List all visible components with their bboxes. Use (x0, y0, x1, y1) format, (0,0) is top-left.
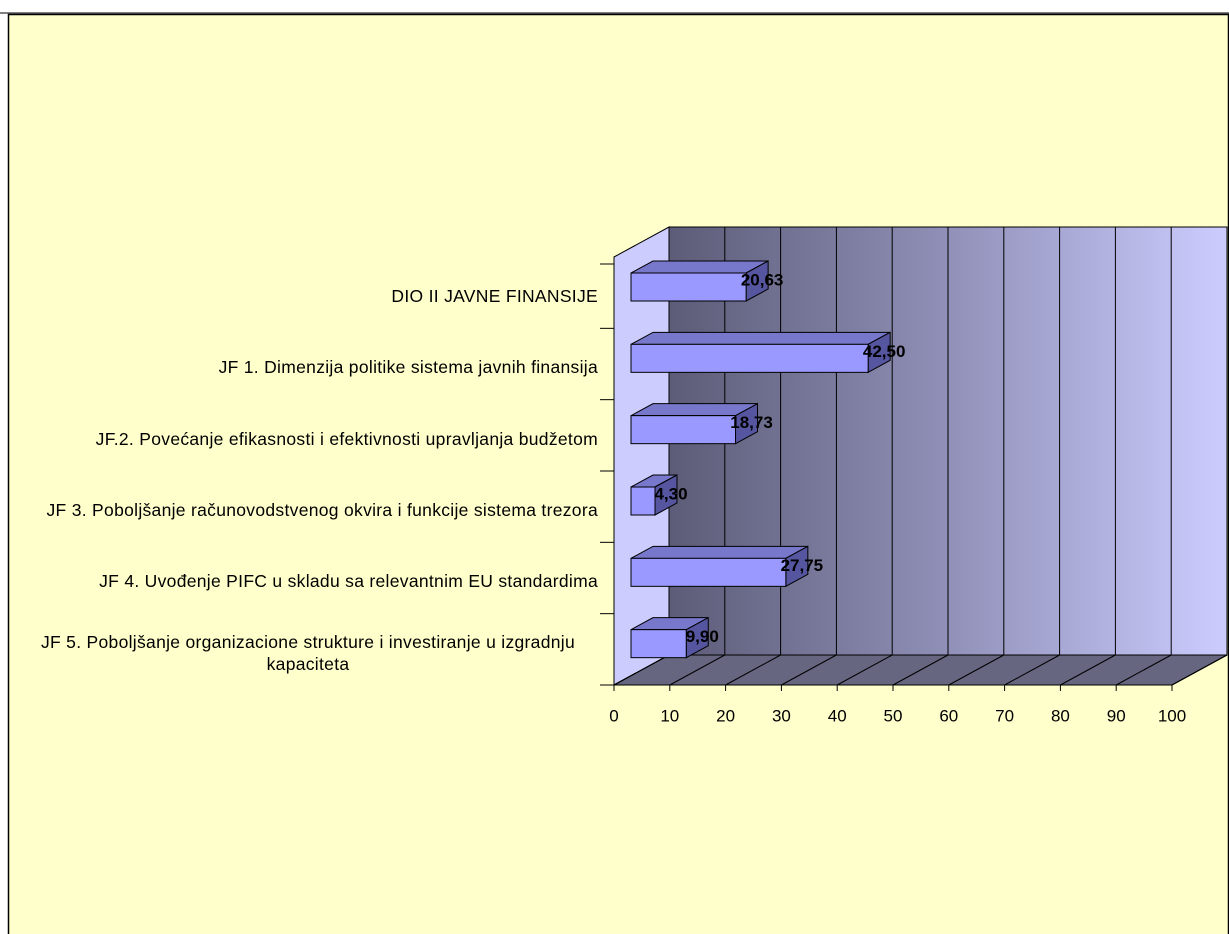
x-tick-label: 30 (772, 706, 791, 725)
data-label: 20,63 (741, 270, 784, 289)
grid-line (1115, 654, 1172, 686)
grid-line (1060, 654, 1116, 686)
x-tick-label: 70 (995, 706, 1014, 725)
grid-line (892, 654, 949, 686)
x-tick-label: 40 (828, 706, 847, 725)
bar (630, 486, 656, 516)
grid-line (669, 654, 726, 686)
x-tick-label: 50 (884, 706, 903, 725)
grid-line (613, 654, 670, 686)
category-label: JF 1. Dimenzija politike sistema javnih … (218, 357, 598, 378)
bar-top (630, 331, 891, 345)
x-tick-label: 60 (939, 706, 958, 725)
category-label: DIO II JAVNE FINANSIJE (391, 286, 598, 306)
x-tick-label: 10 (660, 706, 679, 725)
x-tick-label: 20 (716, 706, 735, 725)
grid-line (1004, 654, 1060, 686)
x-tick-label: 100 (1158, 706, 1186, 725)
bar (630, 557, 787, 587)
grid-line (781, 654, 837, 686)
bar (630, 415, 737, 445)
category-label: JF 4. Uvođenje PIFC u skladu sa relevant… (99, 571, 598, 592)
x-tick-label: 80 (1051, 706, 1070, 725)
data-label: 18,73 (730, 413, 773, 432)
bar (630, 343, 869, 373)
data-label: 9,90 (686, 627, 719, 646)
category-label: JF.2. Povećanje efikasnosti i efektivnos… (95, 428, 598, 449)
x-tick-label: 0 (609, 706, 618, 725)
data-label: 4,30 (654, 484, 687, 503)
grid-line (836, 654, 893, 686)
bar (630, 272, 747, 302)
grid-line (725, 654, 781, 686)
grid-line (948, 654, 1005, 686)
grid-line (1171, 654, 1228, 686)
bar (630, 629, 687, 659)
category-label: JF 5. Poboljšanje organizacione struktur… (40, 631, 575, 674)
data-label: 42,50 (863, 342, 906, 361)
x-tick-label: 90 (1107, 706, 1126, 725)
category-label: JF 3. Poboljšanje računovodstvenog okvir… (46, 500, 598, 520)
data-label: 27,75 (781, 556, 824, 575)
